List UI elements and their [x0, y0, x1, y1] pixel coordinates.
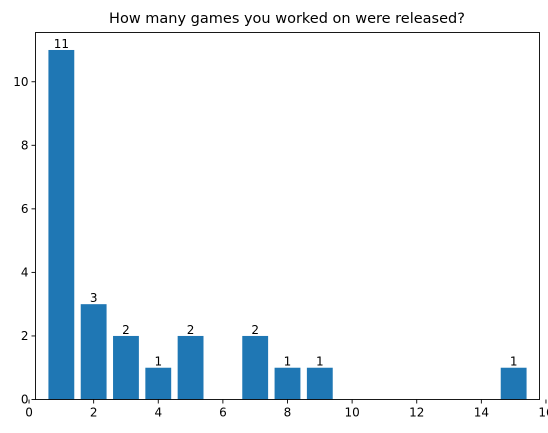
- x-tick-label-12: 12: [409, 406, 424, 420]
- bar-2: [80, 304, 107, 400]
- bar-15: [500, 367, 527, 400]
- bar-value-label-1: 11: [54, 37, 69, 51]
- bar-value-label-5: 2: [187, 323, 195, 337]
- y-tick-label-10: 10: [13, 75, 28, 89]
- bar-9: [306, 367, 333, 400]
- y-tick-label-4: 4: [21, 265, 29, 279]
- bar-value-label-15: 1: [510, 355, 518, 369]
- bar-4: [145, 367, 172, 400]
- chart-title: How many games you worked on were releas…: [109, 11, 465, 27]
- y-axis-ticks: 0 2 4 6 8 10: [13, 75, 36, 407]
- bar-value-label-2: 3: [90, 291, 98, 305]
- bars-group: [48, 49, 527, 400]
- bar-value-label-7: 2: [251, 323, 259, 337]
- x-tick-label-4: 4: [154, 406, 162, 420]
- x-tick-label-8: 8: [284, 406, 292, 420]
- y-tick-label-0: 0: [21, 393, 29, 407]
- bar-5: [177, 335, 204, 400]
- plot-frame: [35, 32, 540, 400]
- bar-3: [113, 335, 139, 400]
- x-axis-ticks: 0 2 4 6 8 10 12 14 16: [25, 399, 548, 420]
- x-tick-label-2: 2: [90, 406, 98, 420]
- x-tick-label-14: 14: [474, 406, 489, 420]
- bar-value-label-4: 1: [154, 355, 162, 369]
- bar-8: [274, 367, 301, 400]
- x-tick-label-6: 6: [219, 406, 227, 420]
- bar-1: [48, 49, 75, 400]
- x-tick-label-10: 10: [344, 406, 359, 420]
- bar-value-label-8: 1: [284, 355, 292, 369]
- bar-value-label-3: 2: [122, 323, 130, 337]
- y-tick-label-6: 6: [21, 202, 29, 216]
- bar-7: [242, 335, 269, 400]
- x-tick-label-0: 0: [25, 406, 33, 420]
- x-tick-label-16: 16: [538, 406, 548, 420]
- y-tick-label-8: 8: [21, 138, 29, 152]
- bar-value-label-9: 1: [316, 355, 324, 369]
- y-tick-label-2: 2: [21, 329, 29, 343]
